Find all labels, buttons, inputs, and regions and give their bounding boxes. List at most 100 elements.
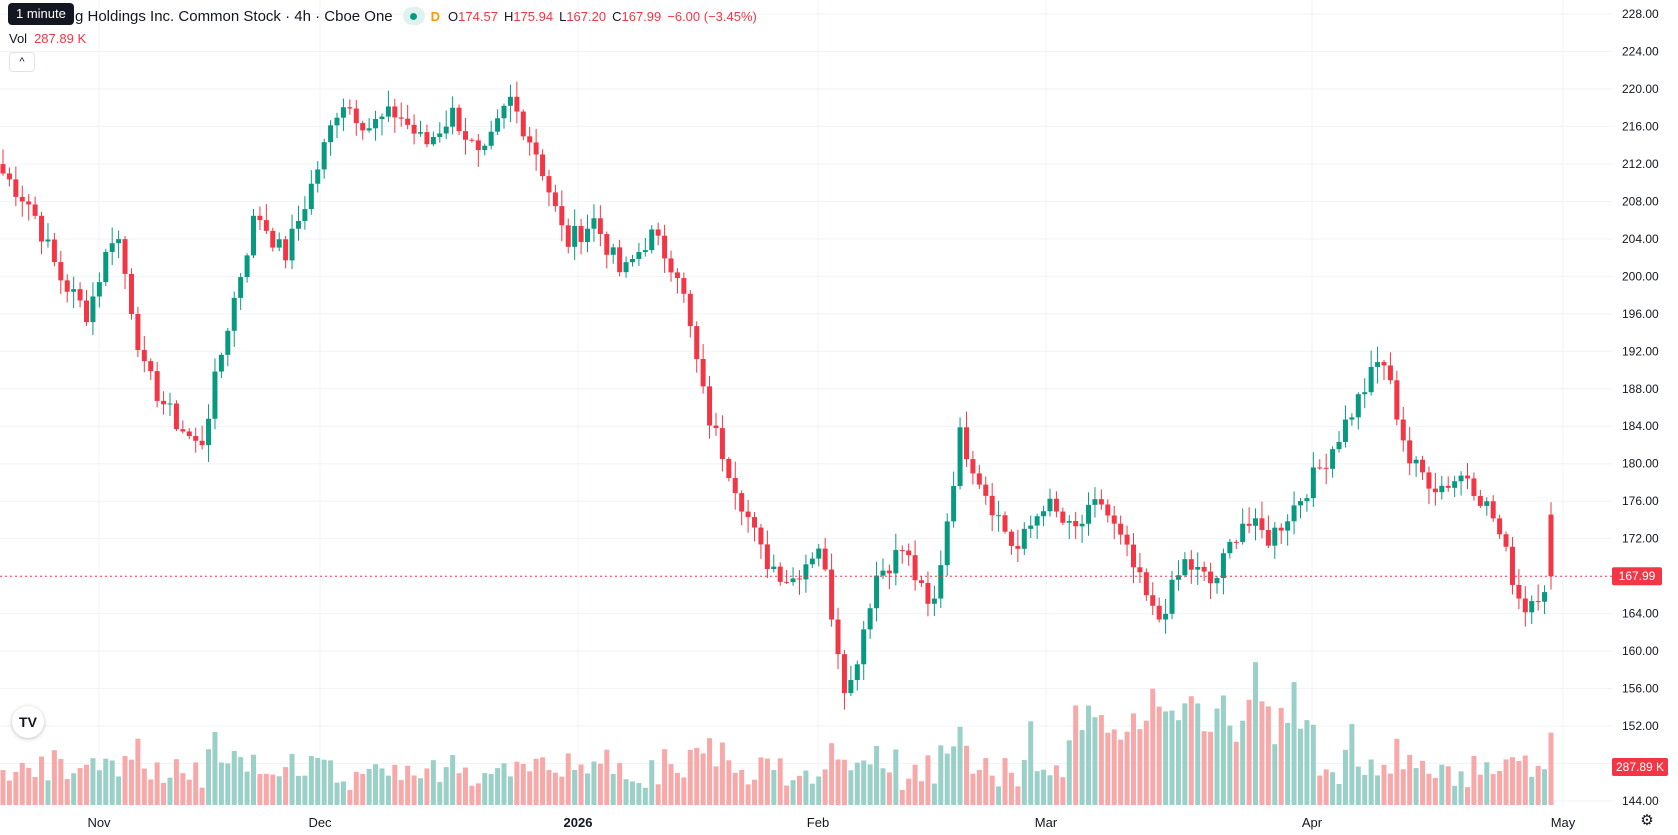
- candle-body: [109, 243, 115, 252]
- candle-body: [848, 679, 854, 694]
- gear-icon[interactable]: ⚙: [1640, 812, 1654, 829]
- candle-body: [1497, 518, 1503, 535]
- candle-body: [1516, 584, 1522, 599]
- market-status-icon[interactable]: [402, 7, 425, 25]
- volume-bar: [732, 772, 738, 805]
- candle-body: [970, 459, 976, 474]
- volume-label-text: 287.89 K: [1616, 760, 1664, 774]
- collapse-legend-button[interactable]: ^: [9, 52, 35, 72]
- status-dot-icon: [410, 12, 418, 20]
- volume-bar: [912, 764, 918, 805]
- volume-bar: [180, 773, 186, 805]
- volume-bar: [1118, 739, 1124, 805]
- y-tick-label: 224.00: [1622, 44, 1659, 58]
- symbol-title[interactable]: g Holdings Inc. Common Stock · 4h · Cboe…: [75, 7, 393, 25]
- candle-body: [1535, 601, 1541, 603]
- volume-bar: [1516, 760, 1522, 805]
- volume-bar: [167, 777, 173, 805]
- volume-bar: [1124, 731, 1130, 805]
- y-tick-label: 180.00: [1622, 457, 1659, 471]
- volume-bar: [700, 753, 706, 805]
- candle-body: [1008, 531, 1014, 546]
- x-tick-label: May: [1551, 815, 1576, 830]
- volume-bar: [1073, 705, 1079, 805]
- candle-body: [251, 215, 257, 256]
- volume-bar: [1053, 765, 1059, 805]
- volume-bar: [1458, 771, 1464, 805]
- candle-body: [1291, 505, 1297, 522]
- volume-bar: [1317, 775, 1323, 805]
- volume-bar: [1169, 710, 1175, 805]
- volume-bar: [629, 781, 635, 805]
- volume-bar: [1105, 732, 1111, 805]
- volume-bar: [1497, 771, 1503, 805]
- candle-body: [597, 218, 603, 235]
- volume-bar: [289, 753, 295, 805]
- volume-bar: [1535, 765, 1541, 805]
- candle-body: [13, 179, 19, 197]
- volume-bar: [424, 768, 430, 805]
- volume-key[interactable]: Vol: [9, 31, 28, 46]
- volume-bar: [623, 779, 629, 805]
- volume-bar: [1291, 682, 1297, 805]
- x-tick-label: Feb: [807, 815, 829, 830]
- volume-bar: [77, 768, 83, 805]
- candle-body: [989, 495, 995, 516]
- candle-body: [231, 297, 237, 331]
- volume-bar: [597, 763, 603, 805]
- candle-body: [385, 106, 391, 117]
- candle-body: [687, 293, 693, 327]
- volume-bar: [263, 773, 269, 805]
- price-axis[interactable]: 228.00 224.00 220.00 216.00 212.00 208.00 204.…: [1622, 7, 1659, 808]
- candle-body: [1156, 605, 1162, 620]
- volume-bar: [874, 745, 880, 805]
- candle-body: [1484, 501, 1490, 506]
- candle-body: [1188, 559, 1194, 570]
- volume-bar: [1304, 720, 1310, 805]
- candle-body: [1066, 521, 1072, 523]
- candle-body: [552, 192, 558, 207]
- volume-bar: [1484, 762, 1490, 805]
- volume-bar: [1111, 729, 1117, 805]
- volume-bar: [122, 756, 128, 805]
- candle-body: [167, 403, 173, 405]
- volume-bar: [1008, 772, 1014, 805]
- candle-body: [784, 581, 790, 583]
- volume-bar: [456, 773, 462, 805]
- volume-bar: [552, 772, 558, 805]
- volume-bar: [1272, 744, 1278, 805]
- volume-bar: [340, 781, 346, 805]
- volume-bar: [1310, 724, 1316, 805]
- candle-body: [694, 326, 700, 360]
- volume-bar: [771, 770, 777, 805]
- candle-body: [1214, 578, 1220, 584]
- candle-body: [51, 239, 57, 263]
- volume-bar: [1227, 725, 1233, 805]
- y-tick-label: 200.00: [1622, 269, 1659, 283]
- volume-bar: [90, 758, 96, 805]
- candle-body: [482, 145, 488, 151]
- candle-body: [739, 493, 745, 512]
- volume-bar: [1201, 731, 1207, 805]
- candle-body: [39, 215, 45, 242]
- candle-body: [546, 176, 552, 193]
- volume-bar: [328, 760, 334, 805]
- delayed-flag[interactable]: D: [430, 8, 441, 24]
- tradingview-logo[interactable]: TV: [12, 706, 44, 738]
- volume-bar: [726, 760, 732, 805]
- candle-body: [1548, 514, 1554, 577]
- time-axis[interactable]: Nov Dec 2026 Feb Mar Apr May: [87, 815, 1575, 830]
- candle-body: [963, 427, 969, 460]
- candle-body: [347, 107, 353, 109]
- grid-lines: [0, 0, 1612, 805]
- volume-bar: [462, 767, 468, 805]
- volume-bar: [84, 764, 90, 805]
- volume-bar: [938, 745, 944, 805]
- volume-bar: [199, 787, 205, 805]
- candle-body: [713, 425, 719, 429]
- candle-body: [244, 255, 250, 278]
- volume-bar: [173, 759, 179, 805]
- volume-bar: [231, 750, 237, 805]
- volume-bar: [951, 746, 957, 805]
